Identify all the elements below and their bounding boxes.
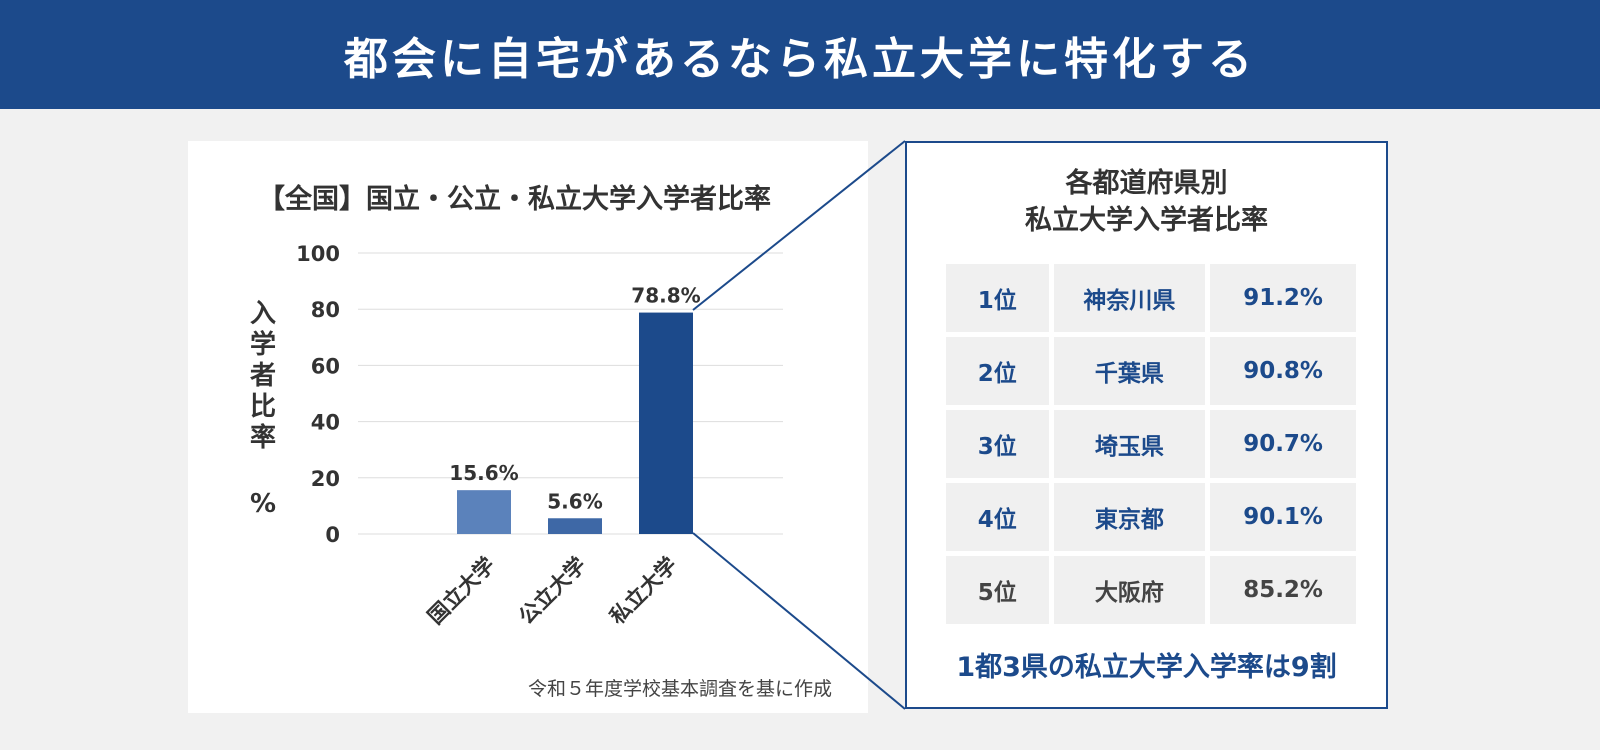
- y-tick-label: 60: [311, 354, 340, 378]
- data-label: 5.6%: [547, 489, 602, 513]
- x-tick-label: 私立大学: [605, 553, 681, 629]
- chart-title: 【全国】国立・公立・私立大学入学者比率: [258, 184, 771, 215]
- x-tick-label: 公立大学: [514, 553, 590, 629]
- y-axis-unit: %: [249, 489, 277, 519]
- y-tick-label: 20: [311, 467, 340, 491]
- table-row: 2位 千葉県 90.8%: [946, 337, 1356, 405]
- rate-cell: 90.1%: [1210, 483, 1356, 551]
- ranking-title: 各都道府県別 私立大学入学者比率: [907, 165, 1386, 239]
- rank-cell: 1位: [946, 264, 1049, 332]
- table-row: 5位 大阪府 85.2%: [946, 556, 1356, 624]
- y-tick-label: 0: [325, 523, 340, 547]
- y-tick-label: 40: [311, 411, 340, 435]
- chart-panel: 【全国】国立・公立・私立大学入学者比率 入学者比率 % 0 20 40 60 80 100…: [188, 141, 868, 713]
- rate-cell: 91.2%: [1210, 264, 1356, 332]
- rate-cell: 90.8%: [1210, 337, 1356, 405]
- rank-cell: 5位: [946, 556, 1049, 624]
- x-tick-label: 国立大学: [423, 553, 499, 629]
- bar: [639, 312, 693, 534]
- ranking-table: 1位 神奈川県 91.2% 2位 千葉県 90.8% 3位 埼玉県 90.7% …: [941, 259, 1361, 629]
- ranking-panel: 各都道府県別 私立大学入学者比率 1位 神奈川県 91.2% 2位 千葉県 90…: [905, 141, 1388, 709]
- rank-cell: 2位: [946, 337, 1049, 405]
- table-row: 1位 神奈川県 91.2%: [946, 264, 1356, 332]
- bar: [457, 490, 511, 534]
- data-label: 78.8%: [631, 284, 700, 308]
- y-tick-label: 100: [296, 242, 340, 266]
- rate-cell: 90.7%: [1210, 410, 1356, 478]
- y-axis-label: 入学者比率: [249, 299, 276, 453]
- rank-cell: 3位: [946, 410, 1049, 478]
- table-row: 4位 東京都 90.1%: [946, 483, 1356, 551]
- page-title: 都会に自宅があるなら私立大学に特化する: [344, 33, 1256, 85]
- header-banner: 都会に自宅があるなら私立大学に特化する: [0, 0, 1600, 109]
- prefecture-cell: 千葉県: [1053, 337, 1206, 405]
- rank-cell: 4位: [946, 483, 1049, 551]
- table-row: 3位 埼玉県 90.7%: [946, 410, 1356, 478]
- prefecture-cell: 東京都: [1053, 483, 1206, 551]
- ranking-title-line1: 各都道府県別: [1065, 168, 1228, 199]
- data-label: 15.6%: [449, 461, 518, 485]
- y-tick-label: 80: [311, 298, 340, 322]
- ranking-footer: 1都3県の私立大学入学率は9割: [956, 652, 1337, 683]
- prefecture-cell: 大阪府: [1053, 556, 1206, 624]
- bar-chart: 0 20 40 60 80 100 15.6% 国立大学 5.6% 公立大学 78.8% 私立大学: [296, 242, 783, 629]
- prefecture-cell: 埼玉県: [1053, 410, 1206, 478]
- rate-cell: 85.2%: [1210, 556, 1356, 624]
- bar: [548, 518, 602, 534]
- prefecture-cell: 神奈川県: [1053, 264, 1206, 332]
- source-note: 令和５年度学校基本調査を基に作成: [527, 678, 832, 700]
- ranking-title-line2: 私立大学入学者比率: [1025, 205, 1268, 236]
